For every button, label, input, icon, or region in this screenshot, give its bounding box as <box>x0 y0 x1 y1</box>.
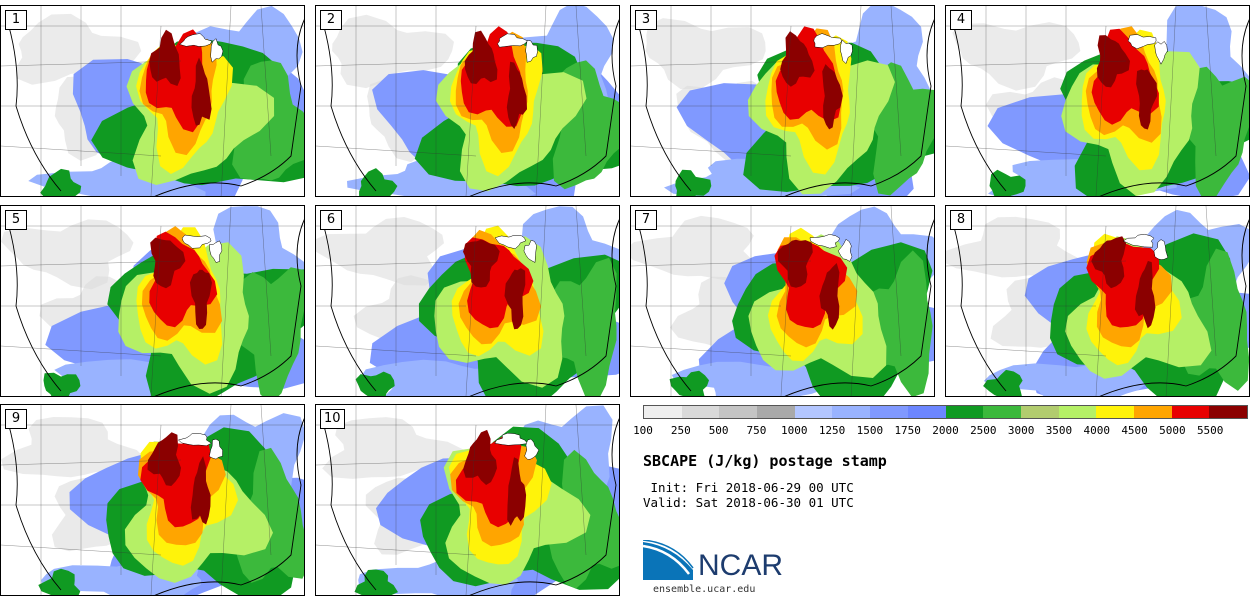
member-number: 7 <box>635 210 657 230</box>
ncar-logo-text: NCAR <box>698 549 784 582</box>
ensemble-member-panel[interactable]: 10 <box>315 404 620 596</box>
member-number: 9 <box>5 409 27 429</box>
legend-tick-label: 500 <box>708 424 729 437</box>
ensemble-member-panel[interactable]: 5 <box>0 205 305 397</box>
legend-tick-label: 1250 <box>818 424 846 437</box>
member-number: 6 <box>320 210 342 230</box>
site-url[interactable]: ensemble.ucar.edu <box>653 584 756 595</box>
member-number: 5 <box>5 210 27 230</box>
init-time: Init: Fri 2018-06-29 00 UTC <box>643 480 854 495</box>
legend-swatch <box>870 406 908 418</box>
cape-map <box>631 6 934 196</box>
valid-time: Valid: Sat 2018-06-30 01 UTC <box>643 495 854 510</box>
legend-tick-label: 1500 <box>856 424 884 437</box>
legend-tick-label: 5500 <box>1196 424 1224 437</box>
legend-tick-label: 1750 <box>894 424 921 437</box>
legend-tick-label: 3000 <box>1007 424 1035 437</box>
legend-tick-label: 2500 <box>970 424 997 437</box>
legend-tick-label: 4500 <box>1121 424 1148 437</box>
legend-tick-label: 1000 <box>781 424 808 437</box>
plot-title: SBCAPE (J/kg) postage stamp <box>643 452 887 470</box>
legend-swatch <box>1171 406 1210 418</box>
member-number: 3 <box>635 10 657 30</box>
legend-tick-label: 100 <box>633 424 653 437</box>
color-scale-labels: 100 250 500 750 1000 1250 1500 1750 2000 2500 3000… <box>633 424 1248 438</box>
legend-swatch <box>1058 406 1097 418</box>
legend-swatch <box>1133 406 1172 418</box>
ensemble-member-panel[interactable]: 4 <box>945 5 1250 197</box>
legend-swatch <box>945 406 984 418</box>
member-number: 2 <box>320 10 342 30</box>
cape-map <box>316 206 619 396</box>
legend-tick-label: 250 <box>670 424 691 437</box>
member-number: 1 <box>5 10 27 30</box>
ensemble-member-panel[interactable]: 8 <box>945 205 1250 397</box>
cape-map <box>1 206 304 396</box>
legend-swatch <box>644 406 682 418</box>
legend-swatch <box>757 406 795 418</box>
legend-swatch <box>719 406 758 418</box>
ensemble-member-panel[interactable]: 1 <box>0 5 305 197</box>
legend-tick-label: 5000 <box>1159 424 1186 437</box>
legend-tick-label: 2000 <box>932 424 959 437</box>
ensemble-member-panel[interactable]: 3 <box>630 5 935 197</box>
legend-swatch <box>983 406 1021 418</box>
ensemble-member-panel[interactable]: 9 <box>0 404 305 596</box>
legend-swatch <box>1096 406 1134 418</box>
cape-map <box>631 206 934 396</box>
ensemble-member-panel[interactable]: 2 <box>315 5 620 197</box>
legend-swatch <box>907 406 946 418</box>
legend-tick-label: 750 <box>746 424 767 437</box>
member-number: 8 <box>950 210 972 230</box>
legend-swatch <box>1020 406 1059 418</box>
legend-swatch <box>794 406 833 418</box>
legend-swatch <box>681 406 720 418</box>
cape-map <box>946 206 1249 396</box>
legend-tick-label: 4000 <box>1083 424 1111 437</box>
legend-tick-label: 3500 <box>1045 424 1073 437</box>
cape-map <box>946 6 1249 196</box>
ensemble-member-panel[interactable]: 6 <box>315 205 620 397</box>
ensemble-member-panel[interactable]: 7 <box>630 205 935 397</box>
color-scale-legend <box>643 405 1248 419</box>
cape-map <box>316 405 619 595</box>
member-number: 10 <box>320 409 345 429</box>
cape-map <box>1 405 304 595</box>
member-number: 4 <box>950 10 972 30</box>
legend-swatch <box>832 406 871 418</box>
cape-map <box>316 6 619 196</box>
cape-map <box>1 6 304 196</box>
ncar-logo-icon <box>643 540 694 580</box>
legend-swatch <box>1209 406 1247 418</box>
